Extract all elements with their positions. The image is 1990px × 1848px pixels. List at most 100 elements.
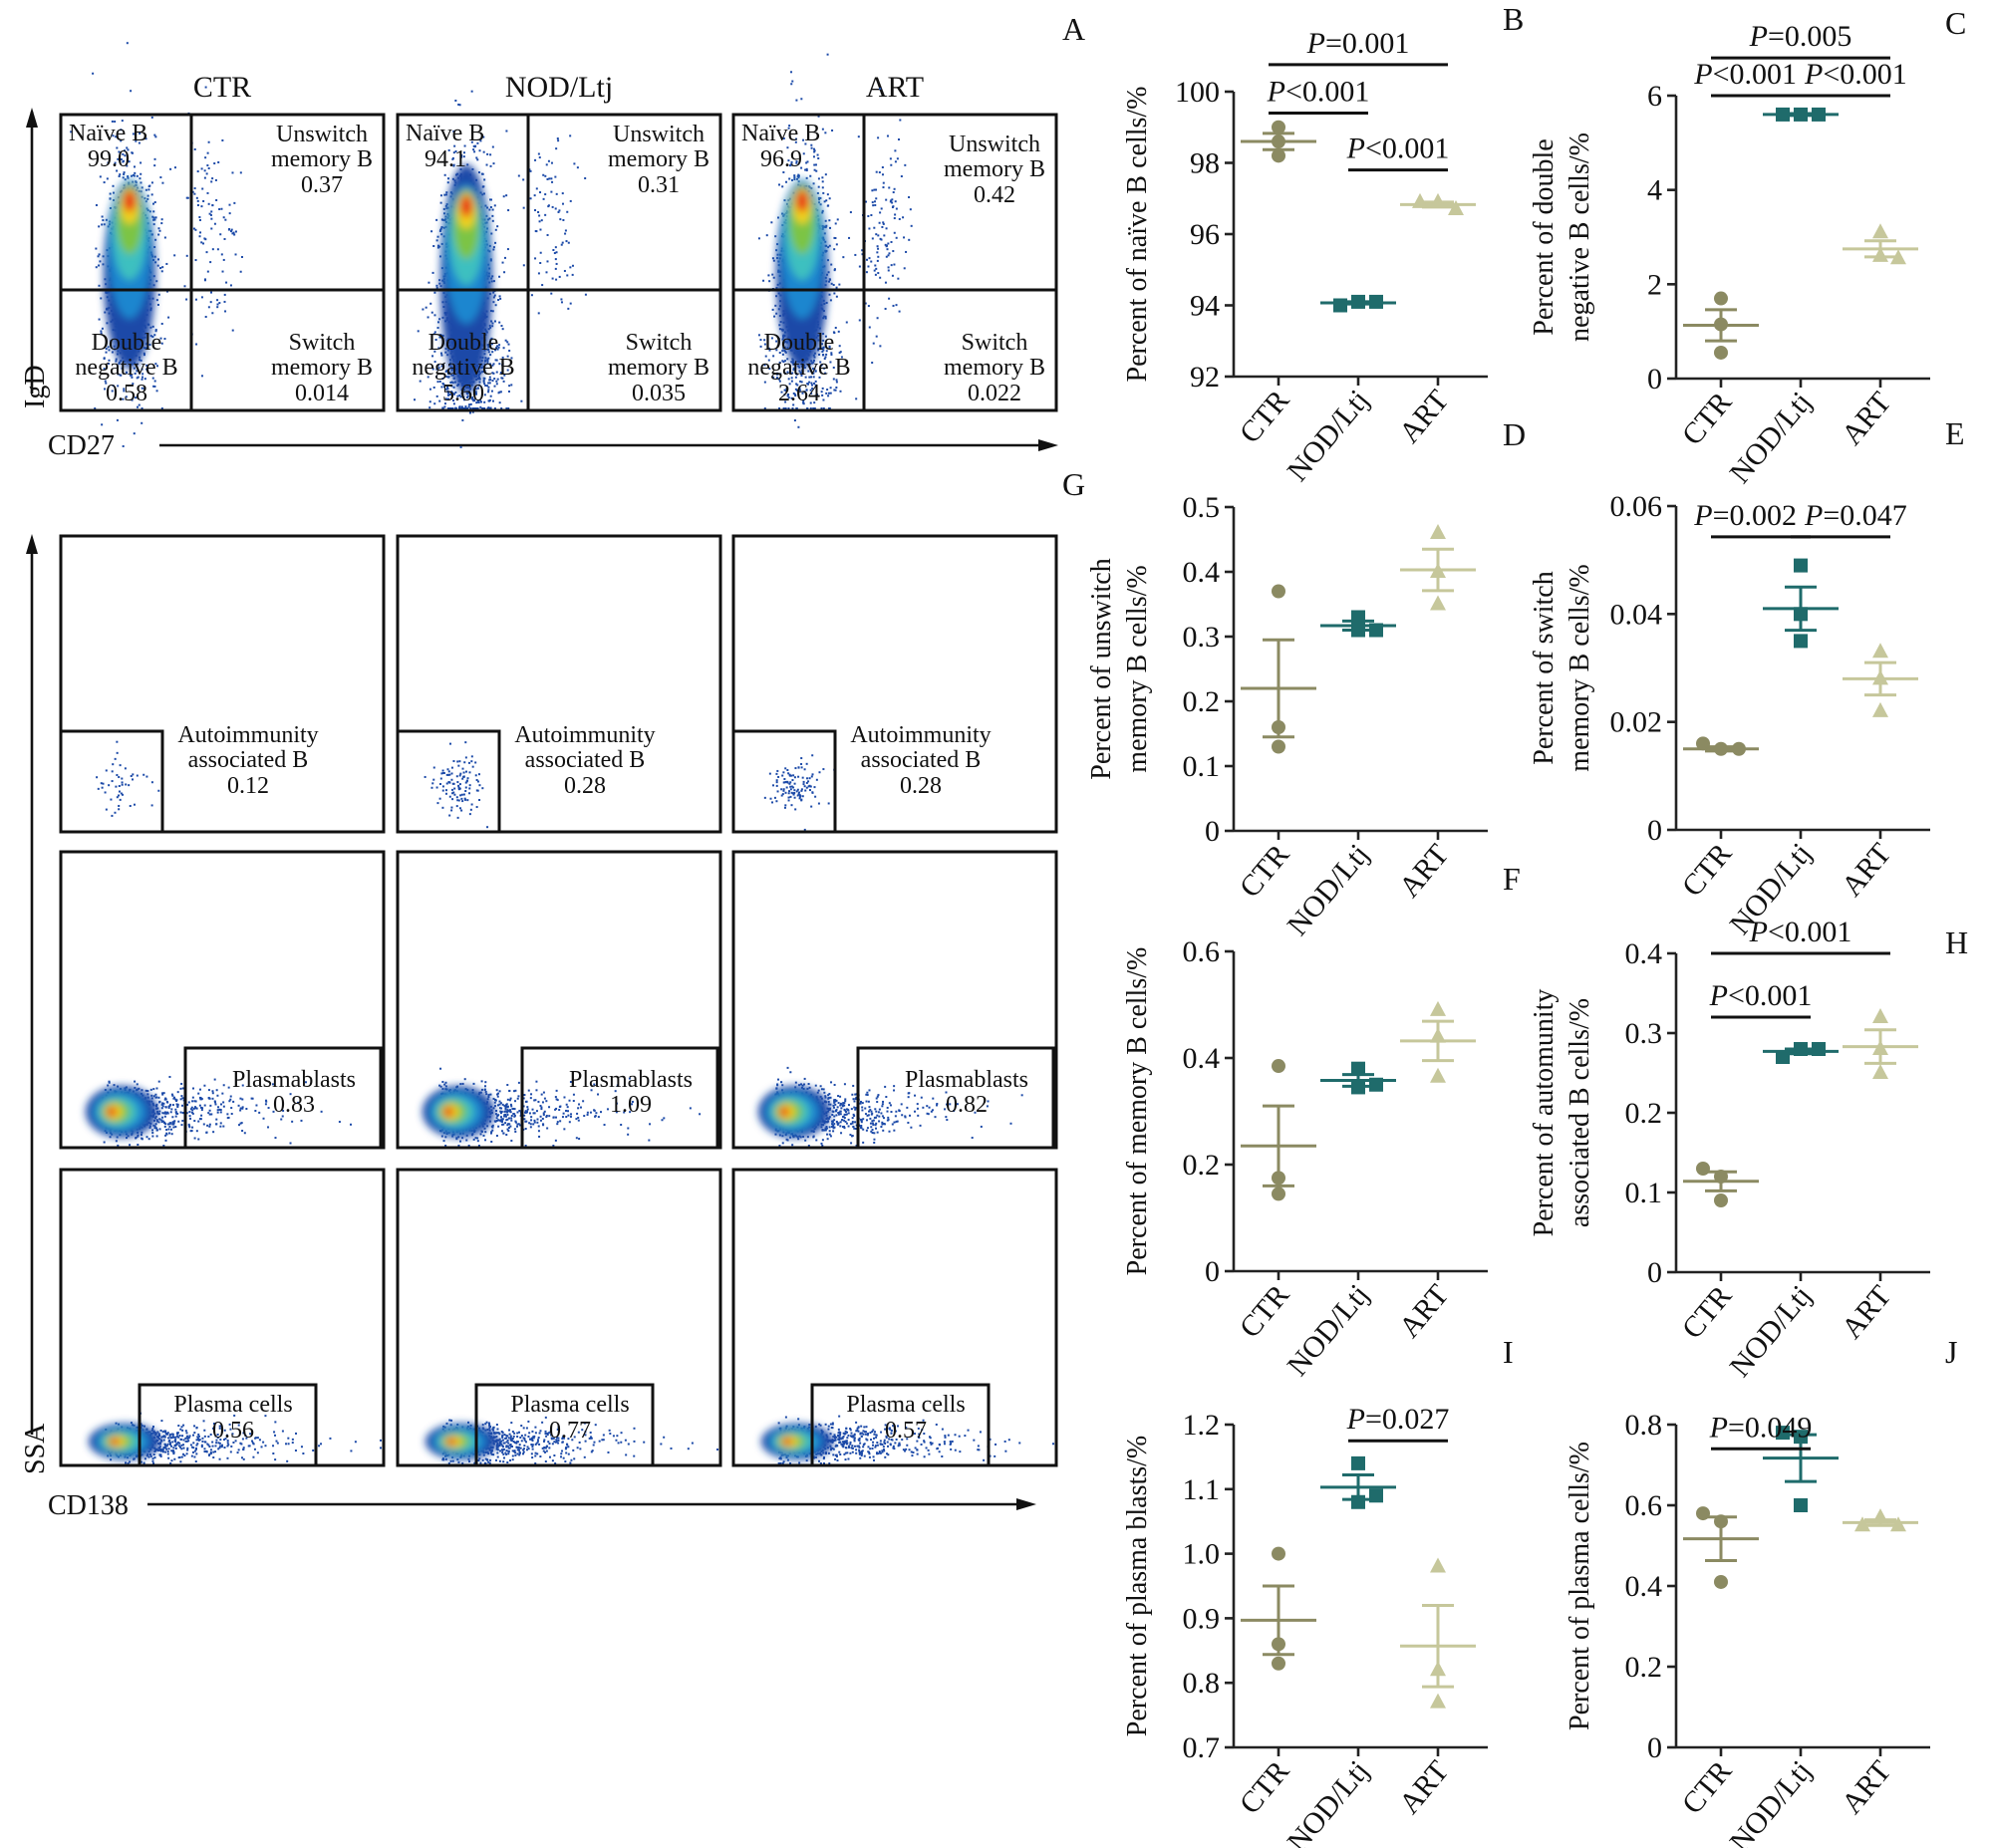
data-point [1448, 199, 1464, 215]
y-axis-title: negative B cells/% [1564, 132, 1595, 342]
y-tick-label: 1.0 [1183, 1538, 1221, 1571]
data-point [1430, 1027, 1446, 1043]
population-gate[interactable] [520, 1046, 719, 1150]
data-point [1333, 298, 1347, 313]
data-point [1430, 192, 1446, 208]
switch-memory-b-value: 0.035 [632, 381, 686, 406]
population-gate[interactable] [396, 729, 501, 834]
density-blob [423, 1086, 494, 1138]
density-blob [776, 179, 828, 369]
data-point [1794, 1042, 1808, 1056]
p-value: =0.047 [1823, 499, 1906, 532]
p-value: =0.049 [1728, 1411, 1812, 1444]
y-tick-label: 0.06 [1610, 490, 1663, 523]
data-point [1351, 1455, 1365, 1470]
y-tick-label: 0.4 [1625, 937, 1663, 970]
x-tick-label: ART [1836, 1754, 1898, 1820]
gate-label: Plasma cells [510, 1392, 629, 1418]
density-blob [104, 179, 155, 369]
panel-label: B [1503, 1, 1524, 37]
switch-memory-b-label: memory B [271, 355, 373, 381]
panel-label: D [1503, 416, 1526, 452]
naive-b-label: Naïve B [69, 121, 147, 146]
x-tick-label: ART [1393, 838, 1456, 904]
series-nod-ltj [1763, 1042, 1839, 1064]
data-point [1351, 294, 1365, 309]
gate-value: 1.09 [610, 1092, 652, 1118]
data-point [1890, 249, 1906, 265]
data-point [1714, 741, 1728, 756]
data-point [1272, 739, 1285, 754]
p-value-label: P=0.001 [1306, 27, 1410, 60]
series-nod-ltj [1763, 1426, 1839, 1512]
switch-memory-b-value: 0.014 [295, 381, 349, 406]
y-axis-title: Percent of unswitch [1086, 558, 1117, 779]
unswitch-memory-b-value: 0.42 [974, 182, 1015, 208]
y-tick-label: 92 [1190, 361, 1220, 394]
gate-label: Autoimmunity [850, 722, 991, 748]
panel-g-axes: SSA CD138 [20, 534, 1036, 1521]
switch-memory-b-label: memory B [608, 355, 710, 381]
y-axis-title: Percent of switch [1529, 571, 1560, 764]
x-tick-label: CTR [1676, 1754, 1739, 1820]
p-symbol: P [1267, 75, 1285, 108]
cd138-arrowhead-icon [1016, 1498, 1036, 1510]
data-point [1872, 246, 1888, 262]
density-blob [86, 1086, 157, 1138]
column-title: NOD/Ltj [505, 71, 613, 104]
data-point [1351, 610, 1365, 625]
series-art [1400, 1557, 1476, 1709]
series-ctr [1683, 1506, 1759, 1589]
population-gate[interactable] [731, 729, 837, 834]
column-title: CTR [193, 71, 251, 104]
double-negative-b-value: 2.64 [778, 381, 820, 406]
p-symbol: P [1709, 1411, 1728, 1444]
series-nod-ltj [1763, 107, 1839, 122]
p-symbol: P [1693, 499, 1712, 532]
data-point [1696, 1162, 1710, 1176]
y-tick-label: 0.4 [1183, 1042, 1221, 1075]
population-gate[interactable] [474, 1383, 655, 1467]
y-axis-title: memory B cells/% [1564, 564, 1595, 771]
population-gate[interactable] [183, 1046, 383, 1150]
population-gate[interactable] [856, 1046, 1055, 1150]
gate-label: Plasma cells [173, 1392, 292, 1418]
population-gate[interactable] [138, 1383, 318, 1467]
p-value-label: P<0.001 [1709, 979, 1813, 1012]
data-point [1272, 1656, 1285, 1671]
switch-memory-b-label: memory B [944, 355, 1045, 381]
series-nod-ltj [1320, 1455, 1396, 1509]
data-point [1369, 294, 1383, 309]
p-symbol: P [1709, 979, 1728, 1012]
y-tick-label: 0 [1647, 1731, 1662, 1764]
x-tick-label: NOD/Ltj [1723, 386, 1818, 489]
x-tick-label: NOD/Ltj [1723, 1279, 1818, 1383]
population-gate[interactable] [810, 1383, 991, 1467]
y-tick-label: 4 [1647, 174, 1662, 207]
p-value-label: P=0.002 [1693, 499, 1797, 532]
data-point [1732, 741, 1746, 756]
double-negative-b-label: negative B [747, 355, 850, 381]
p-symbol: P [1306, 27, 1325, 60]
gate-value: 0.57 [885, 1418, 927, 1444]
p-value: <0.001 [1365, 132, 1449, 165]
column-title: ART [866, 71, 924, 104]
p-value: =0.005 [1768, 20, 1851, 53]
naive-b-label: Naïve B [406, 121, 484, 146]
y-tick-label: 0.5 [1183, 491, 1221, 524]
igd-axis-label: IgD [20, 365, 51, 408]
y-tick-label: 0.8 [1183, 1667, 1221, 1700]
data-point [1369, 1488, 1383, 1503]
plot-frame [731, 113, 1058, 412]
y-tick-label: 0.2 [1625, 1097, 1663, 1130]
population-gate[interactable] [59, 729, 164, 834]
y-tick-label: 0.1 [1183, 750, 1221, 783]
y-tick-label: 0 [1647, 1256, 1662, 1289]
y-tick-label: 0 [1647, 814, 1662, 847]
